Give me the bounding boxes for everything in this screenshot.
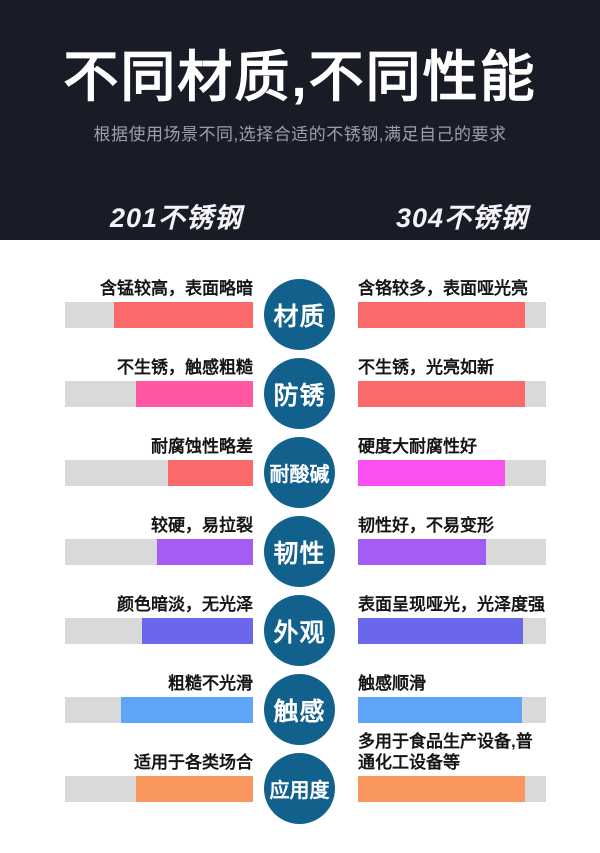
- left-cell-201: 颜色暗淡，无光泽: [65, 586, 253, 665]
- left-cell-201: 适用于各类场合: [65, 744, 253, 823]
- left-cell-201: 较硬，易拉裂: [65, 507, 253, 586]
- comparison-row: 粗糙不光滑 触感 触感顺滑: [0, 665, 600, 745]
- right-bar-track: [358, 776, 546, 802]
- right-bar-fill: [358, 776, 526, 802]
- right-bar-fill: [358, 697, 522, 723]
- right-bar-track: [358, 618, 546, 644]
- left-bar-track: [65, 618, 253, 644]
- page-subtitle: 根据使用场景不同,选择合适的不锈钢,满足自己的要求: [93, 125, 507, 144]
- right-bar-fill: [358, 539, 486, 565]
- comparison-row: 不生锈，触感粗糙 防锈 不生锈，光亮如新: [0, 349, 600, 429]
- category-label: 外观: [273, 618, 326, 647]
- right-cell-304: 韧性好，不易变形: [358, 507, 546, 586]
- right-bar-track: [358, 302, 546, 328]
- right-bar-track: [358, 460, 546, 486]
- left-bar-fill: [136, 776, 253, 802]
- comparison-row: 适用于各类场合 应用度 多用于食品生产设备,普通化工设备等: [0, 732, 600, 824]
- left-property-label: 适用于各类场合: [134, 753, 253, 772]
- left-bar-fill: [113, 302, 253, 328]
- left-bar-fill: [136, 381, 253, 407]
- right-bar-track: [358, 381, 546, 407]
- category-badge-circle: 应用度: [264, 753, 335, 824]
- column-headers: 201不锈钢 304不锈钢: [0, 196, 600, 233]
- right-cell-304: 不生锈，光亮如新: [358, 349, 546, 428]
- category-badge-circle: 触感: [264, 674, 335, 745]
- right-bar-fill: [358, 381, 526, 407]
- right-cell-304: 触感顺滑: [358, 665, 546, 744]
- left-bar-track: [65, 539, 253, 565]
- left-bar-track: [65, 776, 253, 802]
- left-cell-201: 含锰较高，表面略暗: [65, 270, 253, 349]
- column-header-304: 304不锈钢: [396, 203, 529, 233]
- left-bar-track: [65, 697, 253, 723]
- category-label: 应用度: [269, 780, 330, 802]
- left-bar-fill: [168, 460, 253, 486]
- left-bar-track: [65, 302, 253, 328]
- left-property-label: 含锰较高，表面略暗: [100, 279, 253, 298]
- right-bar-track: [358, 697, 546, 723]
- right-property-label: 硬度大耐腐性好: [358, 437, 477, 456]
- category-label: 材质: [273, 302, 326, 331]
- left-bar-track: [65, 460, 253, 486]
- right-property-label: 表面呈现哑光，光泽度强: [358, 595, 545, 614]
- left-bar-fill: [157, 539, 253, 565]
- left-property-label: 不生锈，触感粗糙: [117, 358, 253, 377]
- right-cell-304: 含铬较多，表面哑光亮: [358, 270, 546, 349]
- right-property-label: 含铬较多，表面哑光亮: [358, 279, 528, 298]
- right-property-label: 韧性好，不易变形: [358, 516, 494, 535]
- right-bar-track: [358, 539, 546, 565]
- left-bar-fill: [142, 618, 253, 644]
- right-property-label: 不生锈，光亮如新: [358, 358, 494, 377]
- left-bar-track: [65, 381, 253, 407]
- right-bar-fill: [358, 618, 524, 644]
- left-bar-fill: [121, 697, 253, 723]
- header-banner: 不同材质,不同性能 根据使用场景不同,选择合适的不锈钢,满足自己的要求 201不…: [0, 0, 600, 240]
- column-header-201: 201不锈钢: [110, 203, 243, 233]
- category-badge-circle: 材质: [264, 279, 335, 350]
- right-cell-304: 硬度大耐腐性好: [358, 428, 546, 507]
- left-property-label: 粗糙不光滑: [168, 674, 253, 693]
- category-label: 触感: [273, 697, 326, 726]
- category-label: 防锈: [273, 381, 326, 410]
- left-cell-201: 耐腐蚀性略差: [65, 428, 253, 507]
- page-title: 不同材质,不同性能: [63, 46, 537, 108]
- left-property-label: 颜色暗淡，无光泽: [117, 595, 253, 614]
- category-label: 韧性: [273, 539, 326, 568]
- category-label: 耐酸碱: [269, 464, 330, 486]
- right-property-label: 多用于食品生产设备,普通化工设备等: [358, 732, 533, 772]
- comparison-row: 颜色暗淡，无光泽 外观 表面呈现哑光，光泽度强: [0, 586, 600, 666]
- right-cell-304: 表面呈现哑光，光泽度强: [358, 586, 546, 665]
- comparison-row: 含锰较高，表面略暗 材质 含铬较多，表面哑光亮: [0, 270, 600, 350]
- right-cell-304: 多用于食品生产设备,普通化工设备等: [358, 732, 546, 823]
- comparison-rows: 含锰较高，表面略暗 材质 含铬较多，表面哑光亮 不生锈，触感粗糙 防锈 不生锈，…: [0, 240, 600, 824]
- category-badge-circle: 外观: [264, 595, 335, 666]
- category-badge-circle: 韧性: [264, 516, 335, 587]
- comparison-row: 较硬，易拉裂 韧性 韧性好，不易变形: [0, 507, 600, 587]
- right-bar-fill: [358, 460, 505, 486]
- left-property-label: 较硬，易拉裂: [151, 516, 253, 535]
- category-badge-circle: 防锈: [264, 358, 335, 429]
- right-bar-fill: [358, 302, 526, 328]
- left-property-label: 耐腐蚀性略差: [151, 437, 253, 456]
- left-cell-201: 粗糙不光滑: [65, 665, 253, 744]
- left-cell-201: 不生锈，触感粗糙: [65, 349, 253, 428]
- comparison-row: 耐腐蚀性略差 耐酸碱 硬度大耐腐性好: [0, 428, 600, 508]
- category-badge-circle: 耐酸碱: [264, 437, 335, 508]
- right-property-label: 触感顺滑: [358, 674, 426, 693]
